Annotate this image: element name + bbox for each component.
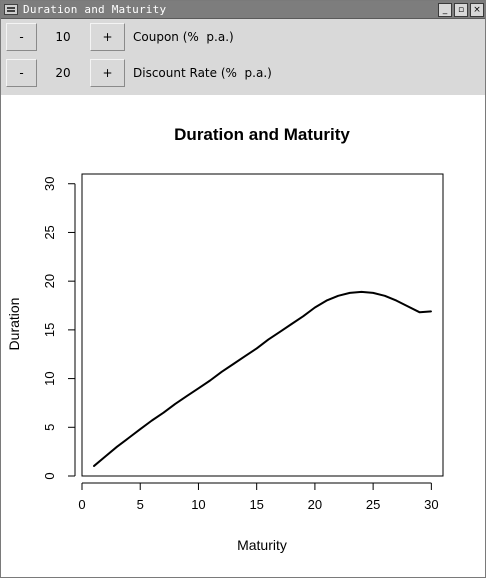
coupon-label: Coupon (% p.a.) (133, 30, 234, 44)
x-axis-label: Maturity (237, 537, 287, 553)
data-point (372, 292, 374, 294)
plot-frame (81, 173, 444, 477)
data-point (174, 403, 176, 405)
data-point (221, 371, 223, 373)
maximize-button[interactable]: ▫ (454, 3, 468, 17)
data-point (314, 306, 316, 309)
data-point (232, 363, 234, 365)
data-point (244, 355, 246, 357)
plot-area: Duration and Maturity 0 5 10 15 20 25 30 0 5 10 1… (1, 95, 485, 577)
y-tick-label: 10 (42, 371, 57, 385)
data-point (151, 419, 153, 422)
x-tick-label: 30 (424, 497, 438, 512)
data-point (267, 339, 269, 341)
data-point (209, 379, 211, 382)
data-point (302, 315, 304, 317)
x-tick-label: 10 (191, 497, 205, 512)
data-point (395, 300, 397, 302)
data-point (430, 310, 432, 312)
minimize-button[interactable]: _ (438, 3, 452, 17)
data-point (325, 300, 328, 302)
y-axis-label: Duration (6, 298, 22, 351)
title-bar[interactable]: Duration and Maturity _ ▫ × (1, 1, 485, 19)
data-point (197, 387, 200, 389)
series-group (92, 290, 432, 468)
data-point (337, 295, 339, 297)
window-title: Duration and Maturity (23, 3, 167, 16)
data-point (139, 428, 141, 430)
data-point (104, 455, 106, 458)
x-tick-label: 20 (308, 497, 322, 512)
data-point (291, 323, 293, 325)
data-point (407, 305, 409, 308)
y-tick-label: 20 (42, 274, 57, 288)
y-axis: 0 5 10 15 20 25 30 (42, 177, 76, 480)
data-point (279, 331, 281, 333)
data-point (93, 465, 95, 467)
close-button[interactable]: × (470, 3, 484, 17)
discount-rate-value: 20 (55, 66, 71, 80)
data-point (349, 292, 351, 294)
discount-rate-increment-button[interactable]: + (90, 59, 125, 87)
y-tick-label: 5 (42, 424, 57, 431)
coupon-value: 10 (55, 30, 71, 44)
y-tick-label: 30 (42, 177, 57, 191)
y-tick-label: 15 (42, 323, 57, 337)
chart-title: Duration and Maturity (174, 125, 350, 144)
duration-maturity-chart: Duration and Maturity 0 5 10 15 20 25 30 0 5 10 1… (6, 125, 444, 553)
y-tick-label: 25 (42, 225, 57, 239)
data-point (419, 311, 421, 313)
discount-rate-row: - 20 + Discount Rate (% p.a.) (1, 59, 485, 89)
data-point (256, 347, 258, 349)
x-tick-label: 15 (249, 497, 263, 512)
coupon-decrement-button[interactable]: - (6, 23, 37, 51)
coupon-increment-button[interactable]: + (90, 23, 125, 51)
coupon-row: - 10 + Coupon (% p.a.) (1, 23, 485, 53)
y-tick-label: 0 (42, 472, 57, 479)
discount-rate-label: Discount Rate (% p.a.) (133, 66, 272, 80)
discount-rate-decrement-button[interactable]: - (6, 59, 37, 87)
data-point (186, 395, 188, 397)
data-point (116, 446, 118, 448)
x-axis: 0 5 10 15 20 25 30 (78, 482, 439, 512)
data-point (128, 437, 130, 439)
series-line-0 (92, 290, 432, 468)
x-tick-label: 5 (137, 497, 144, 512)
data-point (162, 412, 165, 414)
window-menu-icon[interactable] (4, 4, 18, 15)
control-panel: - 10 + Coupon (% p.a.) - 20 + Discount R… (1, 19, 485, 95)
x-tick-label: 0 (78, 497, 85, 512)
data-point (384, 295, 386, 297)
data-point (360, 291, 363, 293)
x-tick-label: 25 (366, 497, 380, 512)
